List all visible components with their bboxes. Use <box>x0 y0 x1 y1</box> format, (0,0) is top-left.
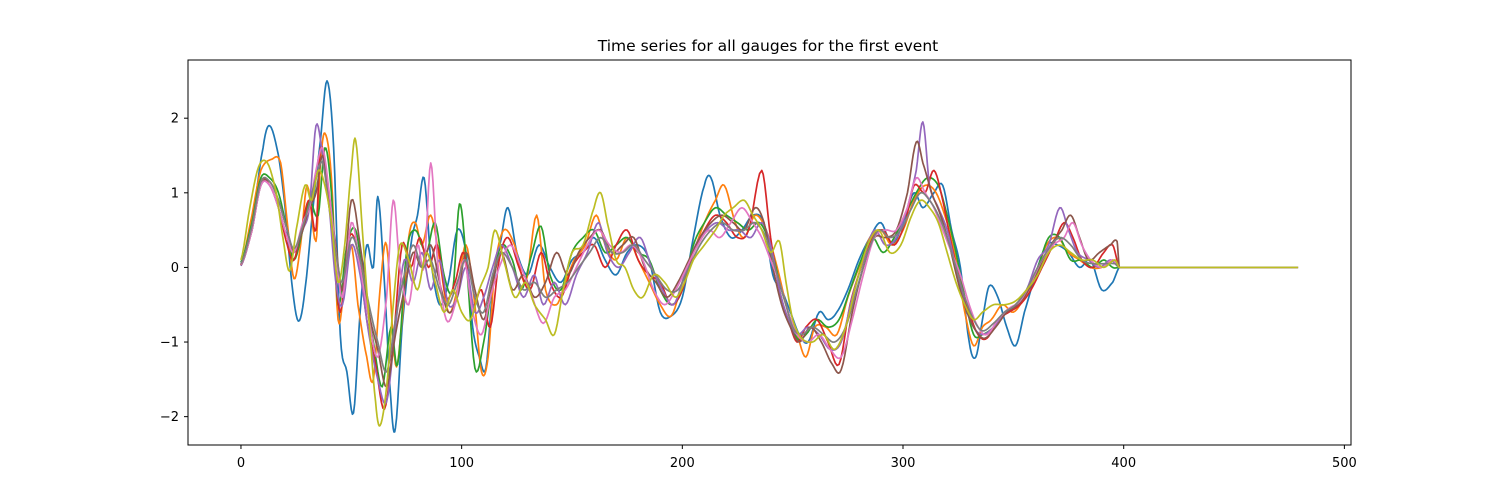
series-layer <box>240 80 1299 433</box>
gauge-series-line-7 <box>240 146 1299 360</box>
gauge-series-line-6 <box>240 140 1299 388</box>
axis-layer: 0 100 200 300 400 500 −2 −1 0 1 2 <box>160 112 1357 471</box>
y-tick-label: −1 <box>160 336 179 351</box>
chart-title: Time series for all gauges for the first… <box>597 37 938 55</box>
y-tick-label: 0 <box>171 261 179 276</box>
y-tick-label: 2 <box>171 112 179 127</box>
y-tick-label: 1 <box>171 186 179 201</box>
gauge-series-line-9 <box>240 137 1299 427</box>
x-tick-label: 300 <box>891 456 916 471</box>
x-tick-label: 500 <box>1332 456 1357 471</box>
x-tick-label: 400 <box>1111 456 1136 471</box>
gauge-series-line-8 <box>240 161 1299 373</box>
x-tick-label: 100 <box>449 456 474 471</box>
x-tick-label: 200 <box>670 456 695 471</box>
plot-frame <box>187 59 1352 446</box>
y-tick-label: −2 <box>160 410 179 425</box>
x-tick-label: 0 <box>237 456 245 471</box>
